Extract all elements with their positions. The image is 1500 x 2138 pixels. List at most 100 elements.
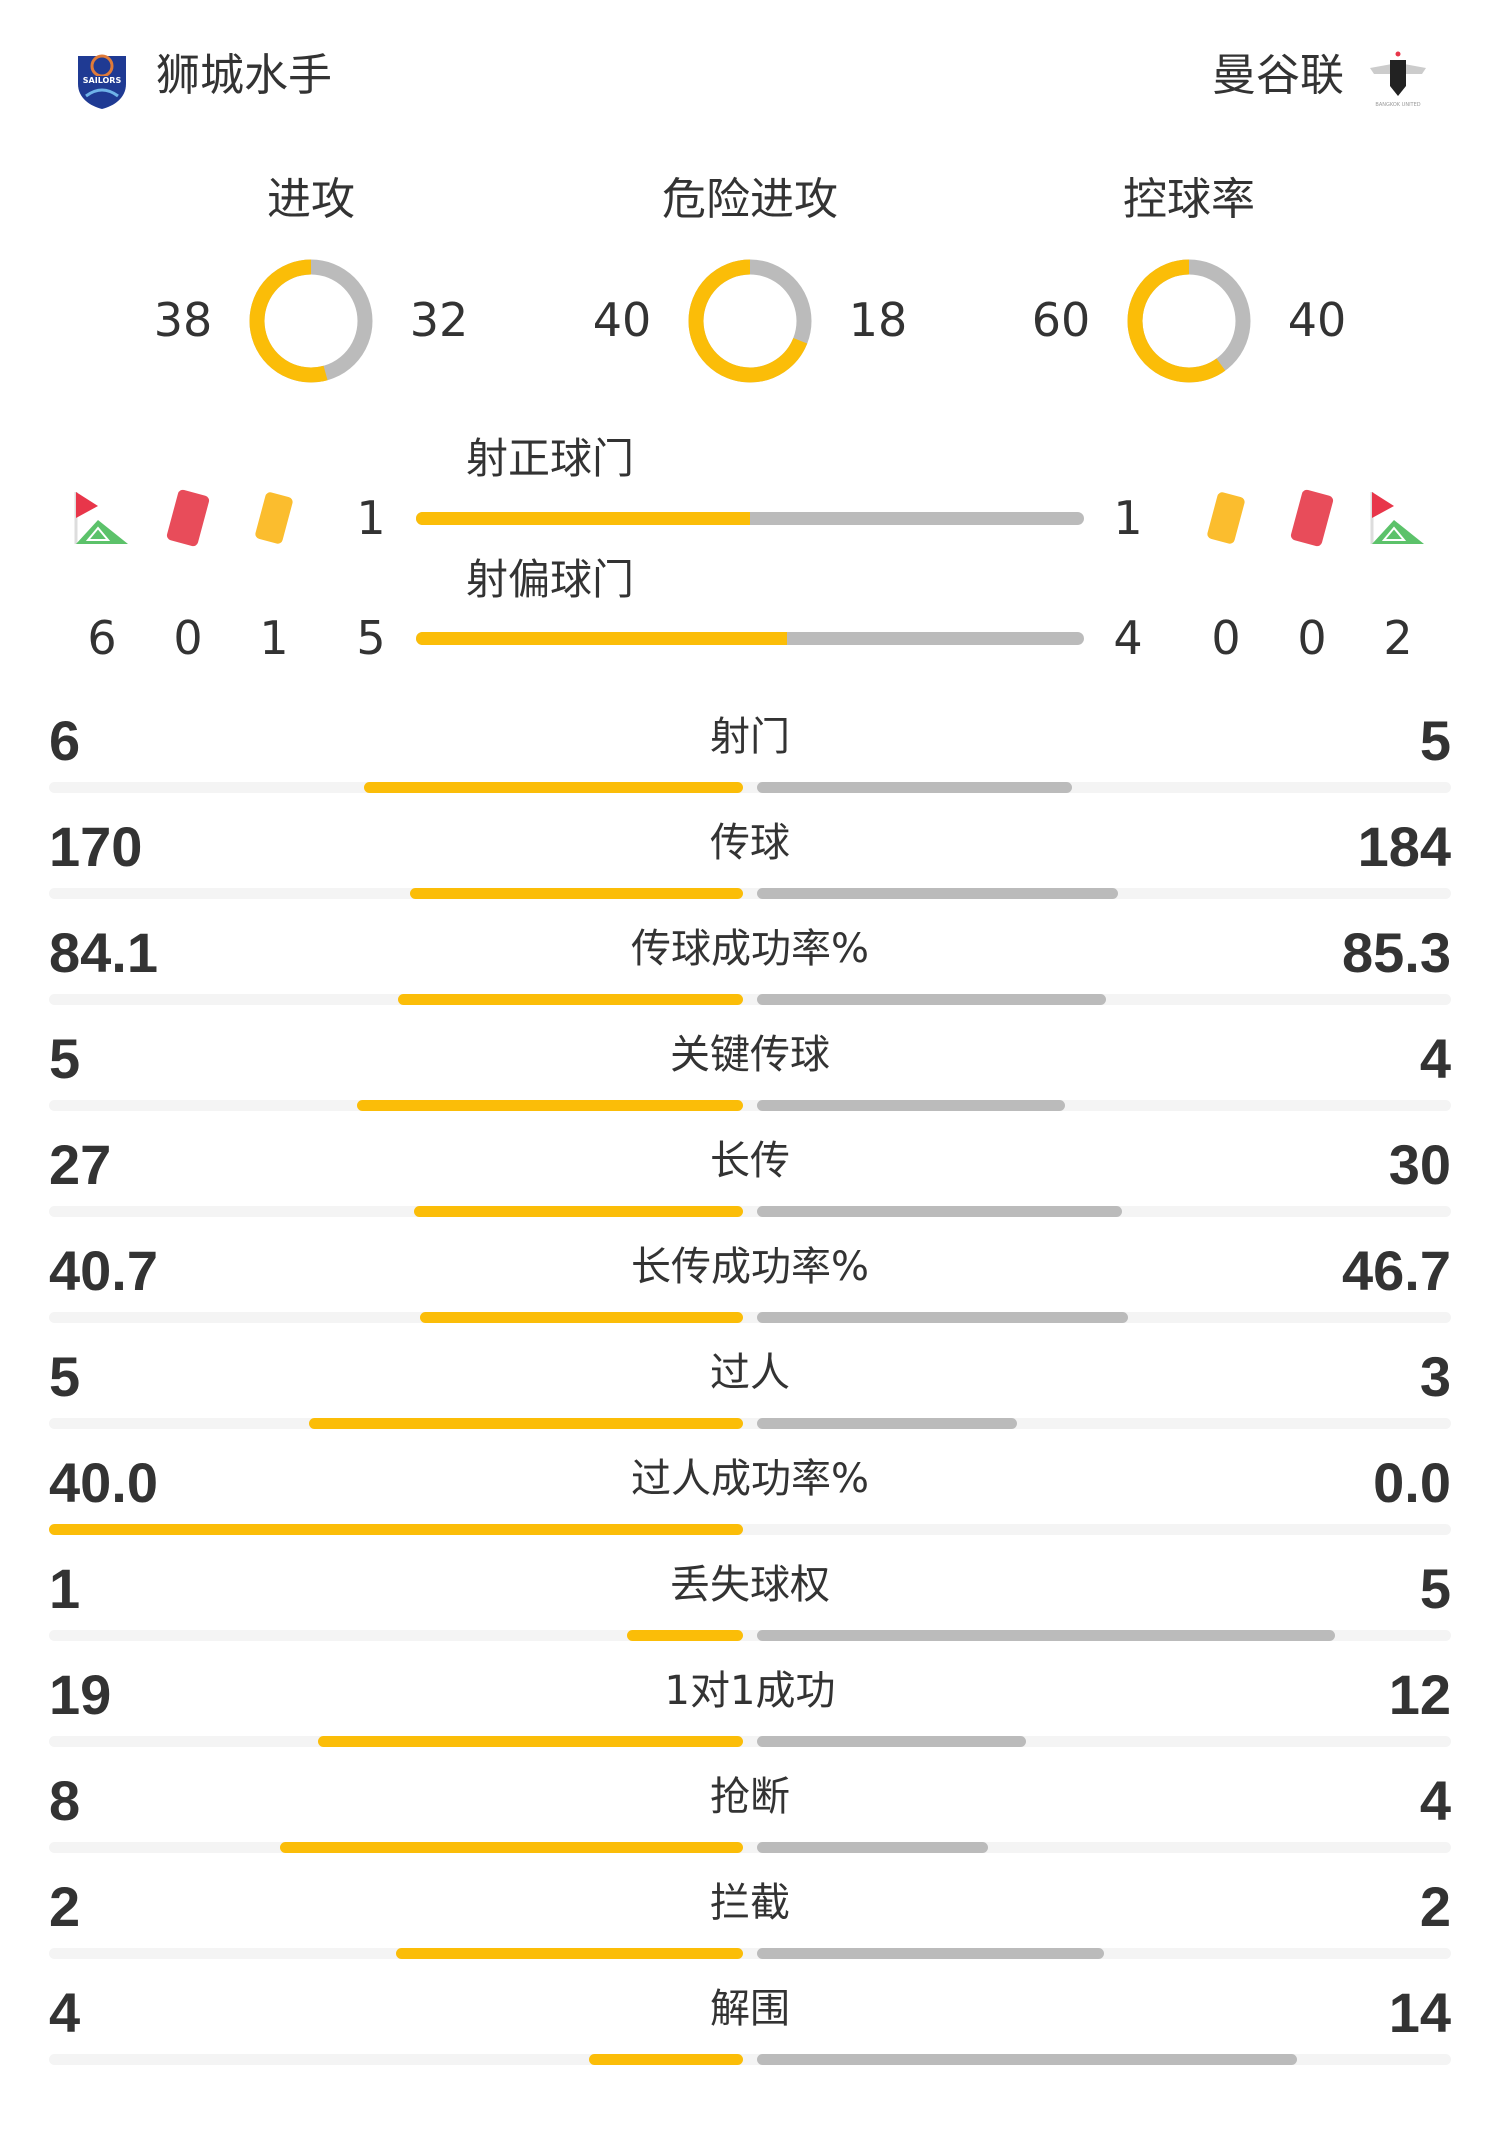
away-corners: 2	[1383, 611, 1413, 665]
home-corner-flag-icon	[74, 492, 128, 544]
donut-chart	[688, 259, 812, 383]
stat-row: 8 抢断 4	[49, 1768, 1451, 1874]
home-corners: 6	[87, 611, 117, 665]
stat-label: 拦截	[710, 1880, 790, 1926]
away-shots-off-target: 4	[1113, 611, 1143, 665]
home-red-card-icon	[166, 489, 210, 547]
stat-away-bar	[757, 1842, 989, 1853]
donut-home-value: 60	[1031, 293, 1091, 347]
away-yellow-cards: 0	[1211, 611, 1241, 665]
stat-track	[49, 782, 1451, 793]
stat-home-value: 27	[49, 1133, 112, 1196]
stat-row: 5 过人 3	[49, 1344, 1451, 1450]
stat-away-bar	[757, 1100, 1066, 1111]
stat-track	[49, 1206, 1451, 1217]
stat-away-bar	[757, 1206, 1123, 1217]
stat-track	[49, 888, 1451, 899]
away-red-cards: 0	[1297, 611, 1327, 665]
stat-label: 过人	[710, 1350, 790, 1396]
shots-on-target-bar	[416, 512, 1084, 525]
stat-row: 5 关键传球 4	[49, 1026, 1451, 1132]
donut-home-arc	[1127, 259, 1251, 383]
stat-away-bar	[757, 782, 1073, 793]
home-team-logo: SAILORS	[78, 54, 126, 109]
stat-home-value: 6	[49, 709, 81, 772]
stat-home-value: 5	[49, 1027, 81, 1090]
stat-label: 过人成功率%	[630, 1456, 869, 1502]
stat-home-bar	[627, 1630, 743, 1641]
stat-label: 传球成功率%	[630, 926, 869, 972]
stat-track	[49, 1524, 1451, 1535]
stat-home-bar	[398, 994, 743, 1005]
donut-away-value: 18	[848, 293, 908, 347]
stat-label: 1对1成功	[664, 1668, 836, 1714]
donut-home-value: 38	[153, 293, 213, 347]
stat-home-bar	[588, 2054, 743, 2065]
stat-away-value: 184	[1357, 815, 1451, 878]
stat-home-bar	[317, 1736, 743, 1747]
stat-track	[49, 1100, 1451, 1111]
home-shots-on-target: 1	[356, 491, 386, 545]
stat-label: 长传	[710, 1138, 790, 1184]
stat-label: 关键传球	[670, 1032, 830, 1078]
stat-away-value: 5	[1419, 709, 1451, 772]
svg-text:BANGKOK UNITED: BANGKOK UNITED	[1375, 102, 1420, 108]
stat-row: 40.7 长传成功率% 46.7	[49, 1238, 1451, 1344]
donut-title: 进攻	[267, 174, 355, 225]
stat-label: 抢断	[710, 1774, 790, 1820]
stat-track	[49, 2054, 1451, 2065]
home-yellow-card-icon	[255, 492, 293, 544]
shots-off-target-bar	[416, 632, 1084, 645]
stat-label: 射门	[710, 714, 790, 760]
stat-track	[49, 1948, 1451, 1959]
donut-home-value: 40	[592, 293, 652, 347]
donut-chart	[1127, 259, 1251, 383]
stat-away-value: 30	[1388, 1133, 1451, 1196]
stat-home-value: 4	[49, 1981, 81, 2044]
away-yellow-card-icon	[1207, 492, 1245, 544]
stat-row: 4 解围 14	[49, 1980, 1451, 2086]
stat-home-bar	[364, 782, 743, 793]
stat-row: 6 射门 5	[49, 708, 1451, 814]
stat-home-bar	[409, 888, 743, 899]
home-yellow-cards: 1	[259, 611, 289, 665]
stat-away-value: 14	[1388, 1981, 1451, 2044]
stat-label: 长传成功率%	[630, 1244, 869, 1290]
away-red-card-icon	[1290, 489, 1334, 547]
donut-away-value: 32	[409, 293, 469, 347]
stat-away-bar	[757, 1736, 1026, 1747]
home-team-name: 狮城水手	[156, 50, 332, 101]
stat-home-value: 2	[49, 1875, 81, 1938]
stat-home-value: 40.7	[49, 1239, 158, 1302]
stat-track	[49, 1630, 1451, 1641]
stat-label: 丢失球权	[670, 1562, 830, 1608]
stat-home-value: 19	[49, 1663, 112, 1726]
stat-away-value: 4	[1419, 1027, 1451, 1090]
stat-row: 84.1 传球成功率% 85.3	[49, 920, 1451, 1026]
stat-home-value: 170	[49, 815, 143, 878]
stat-away-bar	[757, 1630, 1336, 1641]
home-shots-off-target: 5	[356, 611, 386, 665]
stat-home-bar	[49, 1524, 743, 1535]
stat-away-bar	[757, 2054, 1297, 2065]
stat-home-value: 84.1	[49, 921, 158, 984]
stat-away-value: 3	[1419, 1345, 1451, 1408]
stat-row: 40.0 过人成功率% 0.0	[49, 1450, 1451, 1556]
shots-on-target-label: 射正球门	[465, 434, 634, 483]
stat-home-value: 1	[49, 1557, 81, 1620]
shots-off-target-home-fill	[416, 632, 788, 645]
stat-away-value: 2	[1419, 1875, 1451, 1938]
stat-home-bar	[396, 1948, 743, 1959]
svg-text:SAILORS: SAILORS	[83, 76, 122, 85]
stat-row: 1 丢失球权 5	[49, 1556, 1451, 1662]
stat-away-bar	[757, 888, 1118, 899]
stat-away-value: 5	[1419, 1557, 1451, 1620]
donut-title: 控球率	[1123, 174, 1255, 225]
stat-home-value: 40.0	[49, 1451, 158, 1514]
stat-home-bar	[309, 1418, 743, 1429]
stat-row: 170 传球 184	[49, 814, 1451, 920]
stat-home-value: 5	[49, 1345, 81, 1408]
donut-chart	[249, 259, 373, 383]
stat-row: 27 长传 30	[49, 1132, 1451, 1238]
